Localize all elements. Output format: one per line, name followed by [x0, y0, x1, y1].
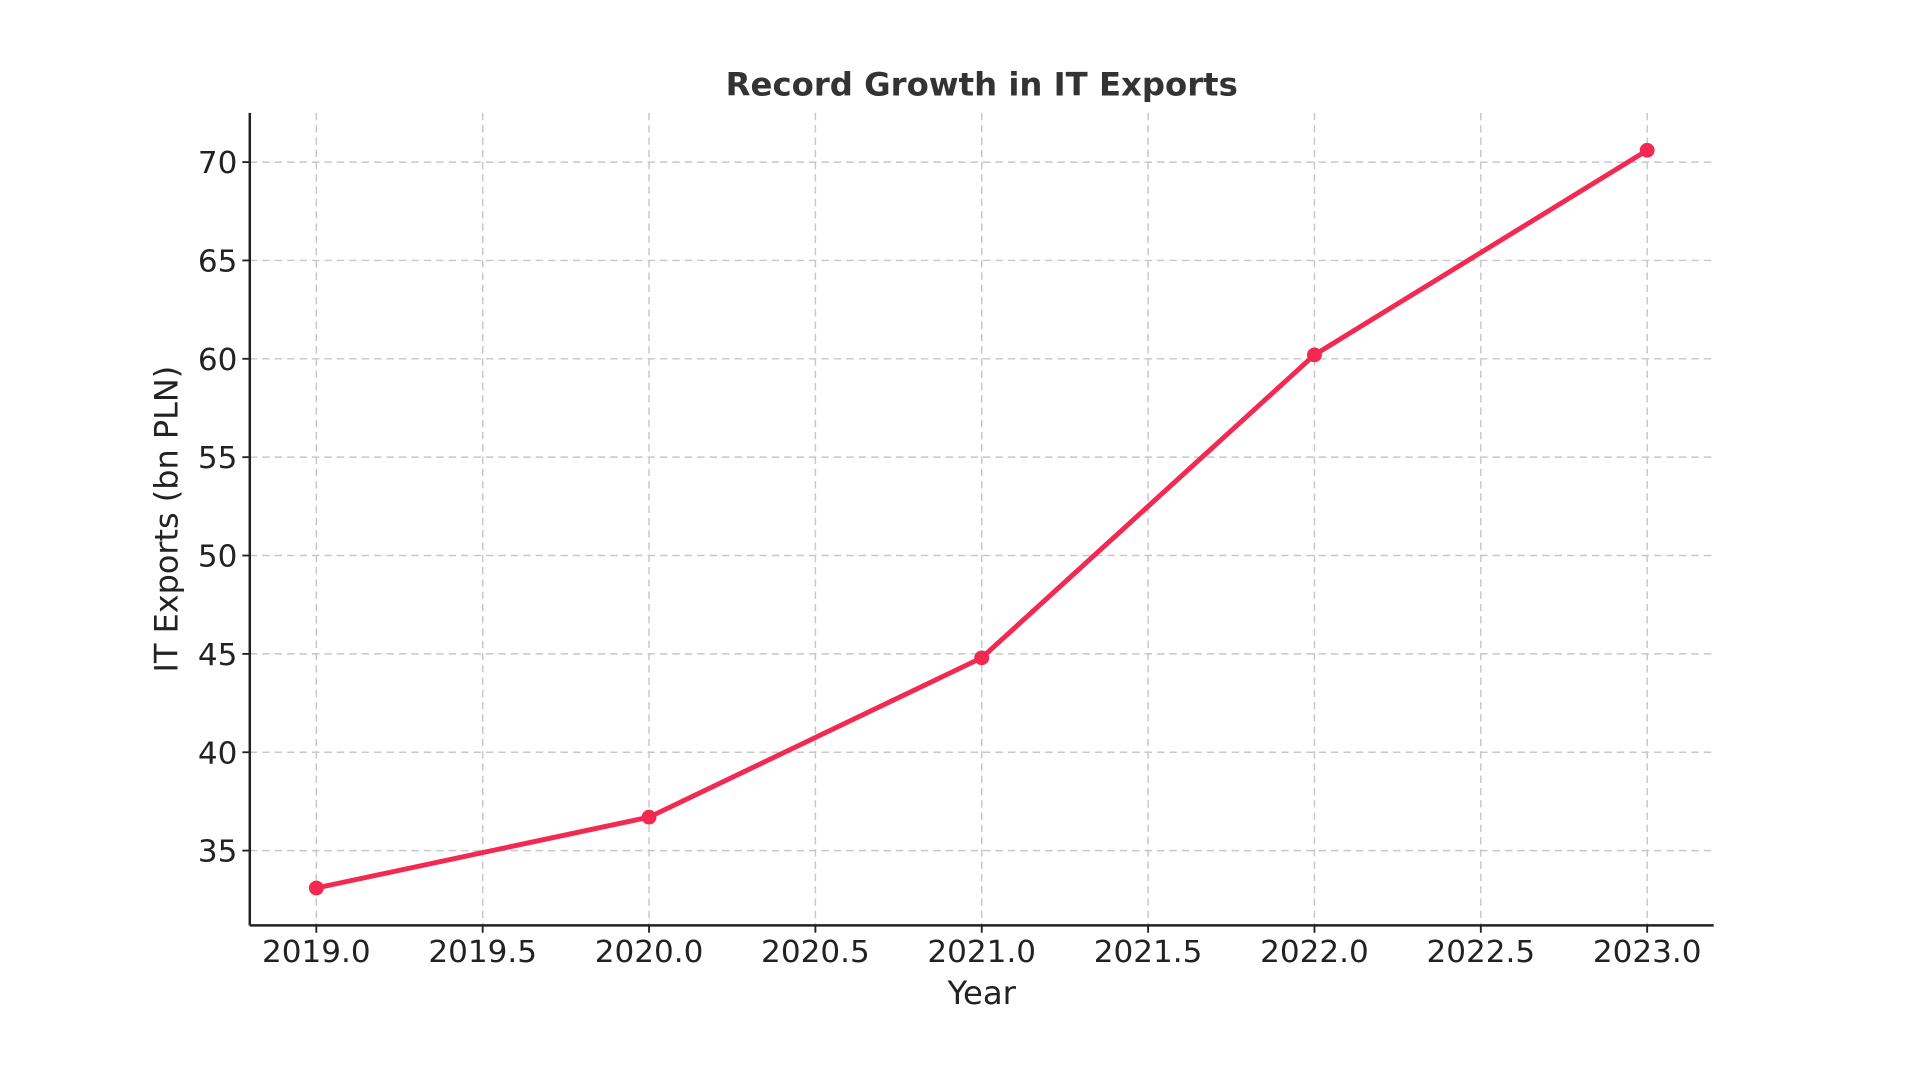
data-point	[974, 650, 990, 666]
tick-labels: 2019.0 2019.5 2020.0 2020.5 2021.0 2021.5 2022…	[198, 145, 1702, 970]
x-tick-label: 2019.5	[428, 934, 537, 970]
y-tick-label: 60	[198, 342, 238, 378]
x-tick-label: 2021.0	[927, 934, 1036, 970]
x-tick-label: 2021.5	[1094, 934, 1203, 970]
axes	[242, 112, 1714, 933]
y-axis-label: IT Exports (bn PLN)	[148, 366, 186, 673]
x-tick-label: 2019.0	[262, 934, 371, 970]
y-tick-label: 55	[198, 440, 238, 476]
x-tick-label: 2020.5	[761, 934, 870, 970]
x-tick-label: 2022.0	[1260, 934, 1369, 970]
data-point	[1639, 142, 1655, 158]
x-tick-label: 2022.5	[1426, 934, 1535, 970]
x-tick-label: 2023.0	[1593, 934, 1702, 970]
grid	[249, 112, 1714, 926]
y-tick-label: 45	[198, 637, 238, 673]
data-point	[1307, 347, 1322, 363]
y-tick-label: 70	[198, 145, 238, 181]
data-point	[308, 880, 324, 896]
y-tick-label: 50	[198, 539, 238, 575]
x-tick-label: 2020.0	[595, 934, 704, 970]
y-tick-label: 65	[198, 244, 238, 280]
x-axis-label: Year	[947, 974, 1017, 1012]
y-tick-label: 40	[198, 735, 238, 771]
data-point	[641, 809, 657, 825]
y-tick-label: 35	[198, 834, 238, 870]
series	[308, 142, 1655, 896]
chart-title: Record Growth in IT Exports	[726, 66, 1238, 104]
